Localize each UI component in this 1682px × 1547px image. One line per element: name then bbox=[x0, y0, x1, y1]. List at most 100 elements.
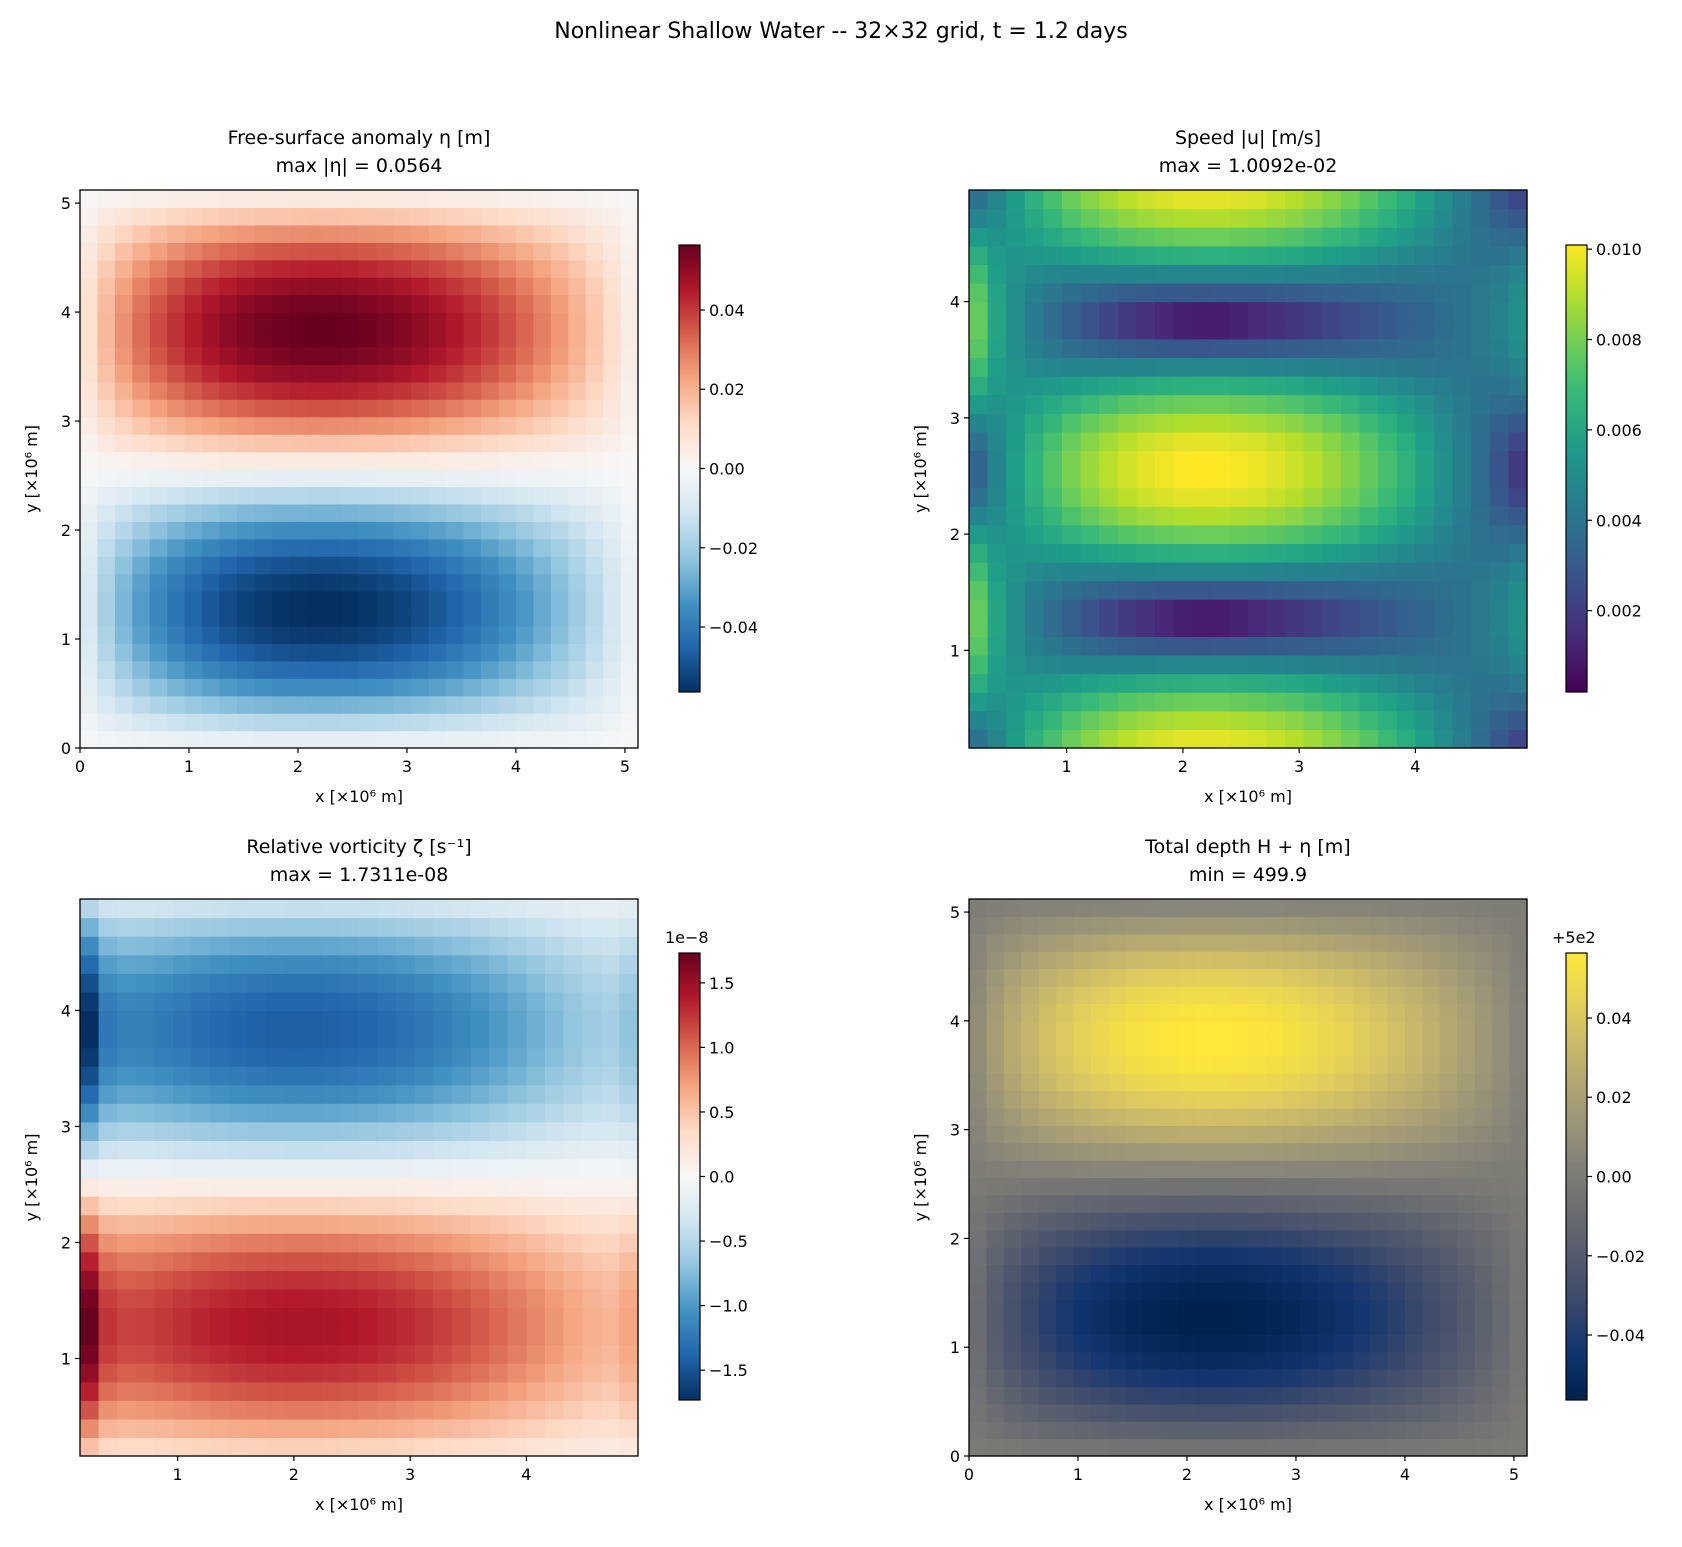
heatmap-cell bbox=[359, 1047, 379, 1067]
heatmap-cell bbox=[1210, 245, 1230, 265]
heatmap-cell bbox=[1062, 394, 1082, 414]
heatmap-cell bbox=[481, 294, 500, 313]
colorbar-tick-label: 0.04 bbox=[1596, 1009, 1632, 1028]
heatmap-cell bbox=[210, 1381, 230, 1401]
heatmap-cell bbox=[1434, 208, 1454, 228]
heatmap-cell bbox=[1195, 1125, 1214, 1144]
heatmap-cell bbox=[1024, 190, 1044, 210]
axes-frame bbox=[968, 189, 1528, 749]
heatmap-cell bbox=[359, 1437, 379, 1457]
heatmap-cell bbox=[1265, 1194, 1284, 1213]
heatmap-cell bbox=[80, 486, 99, 505]
heatmap-cell bbox=[414, 991, 434, 1011]
heatmap-cell bbox=[582, 1121, 602, 1141]
heatmap-cell bbox=[1136, 729, 1156, 749]
heatmap-cell bbox=[1317, 1142, 1336, 1161]
heatmap-cell bbox=[1091, 1316, 1110, 1335]
heatmap-cell bbox=[1213, 986, 1232, 1005]
heatmap-cell bbox=[135, 1047, 155, 1067]
heatmap-cell bbox=[1080, 338, 1100, 358]
heatmap-cell bbox=[1143, 1247, 1162, 1266]
heatmap-cell bbox=[228, 1381, 248, 1401]
heatmap-cell bbox=[1038, 1073, 1057, 1092]
heatmap-cell bbox=[1378, 543, 1398, 563]
heatmap-cell bbox=[202, 381, 221, 400]
heatmap-cell bbox=[987, 487, 1007, 507]
heatmap-cell bbox=[1021, 1421, 1040, 1440]
heatmap-cell bbox=[1434, 729, 1454, 749]
heatmap-cell bbox=[219, 625, 238, 644]
heatmap-cell bbox=[1474, 1299, 1493, 1318]
heatmap-cell bbox=[236, 190, 255, 209]
heatmap-cell bbox=[97, 625, 116, 644]
heatmap-cell bbox=[98, 1047, 118, 1067]
heatmap-cell bbox=[324, 678, 343, 697]
heatmap-cell bbox=[1117, 227, 1137, 247]
heatmap-cell bbox=[1160, 1055, 1179, 1074]
heatmap-cell bbox=[1282, 1090, 1301, 1109]
heatmap-cell bbox=[1471, 729, 1491, 749]
heatmap-cell bbox=[393, 434, 412, 453]
heatmap-cell bbox=[568, 573, 587, 592]
heatmap-cell bbox=[1248, 562, 1268, 582]
heatmap-cell bbox=[620, 399, 639, 418]
heatmap-cell bbox=[1352, 1247, 1371, 1266]
heatmap-cell bbox=[247, 1418, 267, 1439]
heatmap-cell bbox=[219, 242, 238, 261]
heatmap-cell bbox=[289, 277, 308, 296]
heatmap-cell bbox=[463, 434, 482, 453]
heatmap-cell bbox=[1378, 376, 1398, 396]
heatmap-cell bbox=[1378, 431, 1398, 451]
heatmap-cell bbox=[568, 399, 587, 418]
heatmap-cell bbox=[1404, 1125, 1423, 1144]
heatmap-cell bbox=[545, 1270, 565, 1290]
heatmap-cell bbox=[114, 713, 133, 732]
heatmap-cell bbox=[545, 1307, 565, 1327]
heatmap-cell bbox=[1335, 1264, 1354, 1283]
heatmap-cell bbox=[452, 1270, 472, 1290]
heatmap-cell bbox=[411, 329, 430, 348]
heatmap-cell bbox=[481, 486, 500, 505]
heatmap-cell bbox=[191, 1010, 211, 1030]
heatmap-cell bbox=[1024, 673, 1044, 693]
heatmap-cell bbox=[507, 1028, 527, 1049]
heatmap-cell bbox=[619, 1326, 639, 1346]
heatmap-cell bbox=[1248, 1055, 1267, 1074]
heatmap-cell bbox=[1043, 487, 1063, 507]
heatmap-cell bbox=[1195, 1020, 1214, 1039]
heatmap-cell bbox=[1322, 710, 1342, 730]
heatmap-cell bbox=[1160, 1125, 1179, 1144]
heatmap-cell bbox=[1471, 506, 1491, 526]
heatmap-cell bbox=[377, 1214, 397, 1234]
heatmap-cell bbox=[1073, 1386, 1092, 1405]
heatmap-cell bbox=[254, 416, 273, 435]
heatmap-cell bbox=[1396, 190, 1416, 210]
heatmap-cell bbox=[1056, 1281, 1075, 1300]
heatmap-cell bbox=[582, 1047, 602, 1067]
heatmap-cell bbox=[173, 917, 193, 937]
heatmap-cell bbox=[1492, 986, 1511, 1005]
heatmap-cell bbox=[114, 678, 133, 697]
heatmap-cell bbox=[1056, 1229, 1075, 1248]
heatmap-cell bbox=[219, 591, 238, 610]
heatmap-cell bbox=[433, 1381, 453, 1401]
heatmap-cell bbox=[1266, 413, 1286, 433]
heatmap-cell bbox=[1136, 208, 1156, 228]
heatmap-cell bbox=[1195, 1090, 1214, 1109]
heatmap-cell bbox=[1125, 1003, 1144, 1022]
heatmap-cell bbox=[1021, 1125, 1040, 1144]
x-tick-label: 4 bbox=[521, 1465, 531, 1484]
heatmap-cell bbox=[1043, 469, 1063, 489]
x-tick-label: 4 bbox=[1400, 1465, 1410, 1484]
heatmap-cell bbox=[433, 917, 453, 937]
heatmap-cell bbox=[507, 1381, 527, 1401]
heatmap-cell bbox=[515, 224, 534, 243]
heatmap-cell bbox=[1471, 227, 1491, 247]
heatmap-cell bbox=[210, 1177, 230, 1197]
heatmap-cell bbox=[1091, 1212, 1110, 1231]
heatmap-cell bbox=[306, 521, 325, 540]
heatmap-cell bbox=[1230, 1299, 1249, 1318]
heatmap-cell bbox=[1471, 487, 1491, 507]
heatmap-cell bbox=[1143, 1055, 1162, 1074]
heatmap-cell bbox=[515, 190, 534, 209]
